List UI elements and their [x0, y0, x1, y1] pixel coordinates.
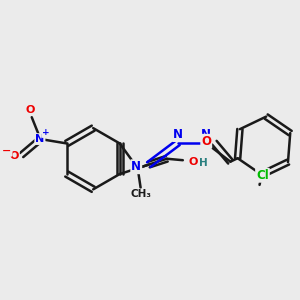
Text: N: N	[35, 134, 44, 144]
Text: O: O	[201, 135, 211, 148]
Text: O: O	[10, 151, 19, 161]
Text: N: N	[173, 128, 183, 141]
Text: H: H	[199, 158, 208, 168]
Text: N: N	[201, 128, 211, 141]
Text: O: O	[189, 157, 198, 167]
Text: N: N	[131, 160, 141, 173]
Text: Cl: Cl	[256, 169, 269, 182]
Text: CH₃: CH₃	[130, 189, 151, 200]
Text: −: −	[2, 146, 12, 156]
Text: O: O	[26, 105, 35, 115]
Text: +: +	[42, 128, 50, 137]
